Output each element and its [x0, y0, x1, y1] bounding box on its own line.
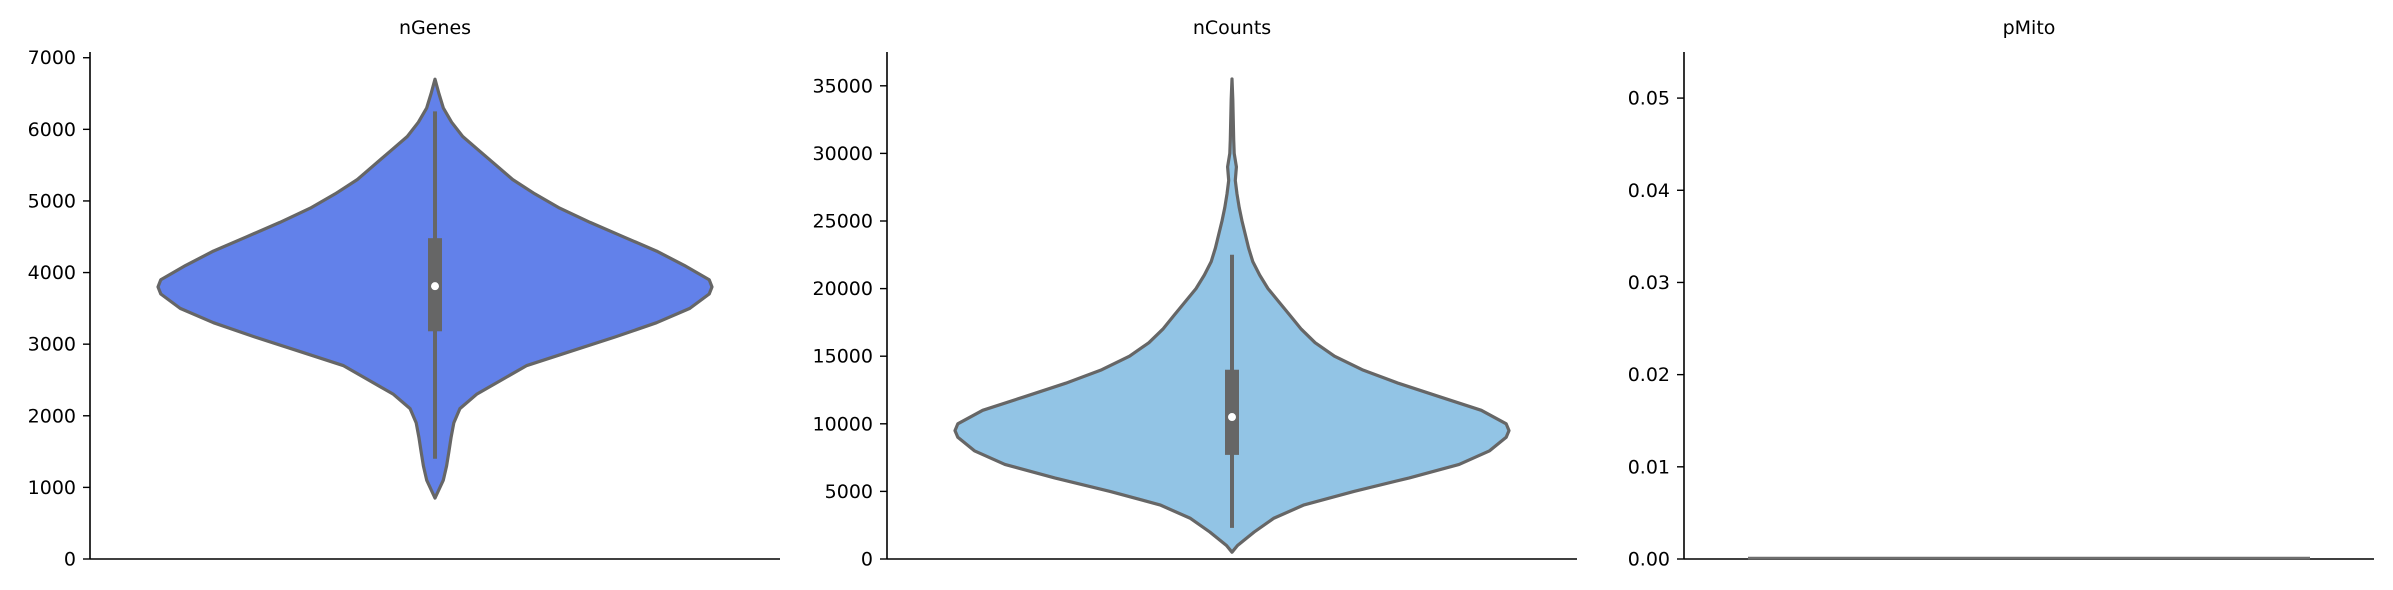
- median-dot: [1228, 413, 1236, 422]
- y-tick-label: 0.01: [1628, 456, 1670, 478]
- y-tick-label: 0.00: [1628, 549, 1670, 571]
- y-tick-label: 15000: [813, 346, 873, 368]
- y-tick-label: 0: [64, 549, 76, 571]
- y-tick-label: 10000: [813, 413, 873, 435]
- chart-title: nCounts: [1193, 17, 1271, 39]
- y-tick-label: 0.05: [1628, 88, 1670, 110]
- y-tick-label: 3000: [28, 334, 76, 356]
- panel-ngenes: nGenes 0 1000 2000 3000 4000 5000 6000 7000: [28, 17, 780, 571]
- y-tick-label: 6000: [28, 119, 76, 141]
- y-tick-label: 0: [861, 549, 873, 571]
- y-tick-label: 1000: [28, 477, 76, 499]
- panel-pmito: pMito 0.00 0.01 0.02 0.03 0.04 0.05: [1628, 17, 2374, 571]
- chart-title: nGenes: [399, 17, 471, 39]
- y-tick-label: 2000: [28, 405, 76, 427]
- y-tick-label: 25000: [813, 211, 873, 233]
- y-tick-label: 0.04: [1628, 180, 1670, 202]
- y-tick-label: 5000: [825, 481, 873, 503]
- y-tick-label: 30000: [813, 143, 873, 165]
- y-tick-label: 0.02: [1628, 364, 1670, 386]
- median-dot: [431, 282, 439, 291]
- panel-ncounts: nCounts 0 5000 10000 15000 20000 25000 30000 350…: [813, 17, 1577, 571]
- y-tick-label: 7000: [28, 47, 76, 69]
- y-tick-label: 35000: [813, 75, 873, 97]
- y-tick-label: 20000: [813, 278, 873, 300]
- iqr-box: [1225, 369, 1239, 455]
- y-tick-label: 0.03: [1628, 272, 1670, 294]
- chart-title: pMito: [2003, 17, 2056, 39]
- y-tick-label: 4000: [28, 262, 76, 284]
- y-tick-label: 5000: [28, 190, 76, 212]
